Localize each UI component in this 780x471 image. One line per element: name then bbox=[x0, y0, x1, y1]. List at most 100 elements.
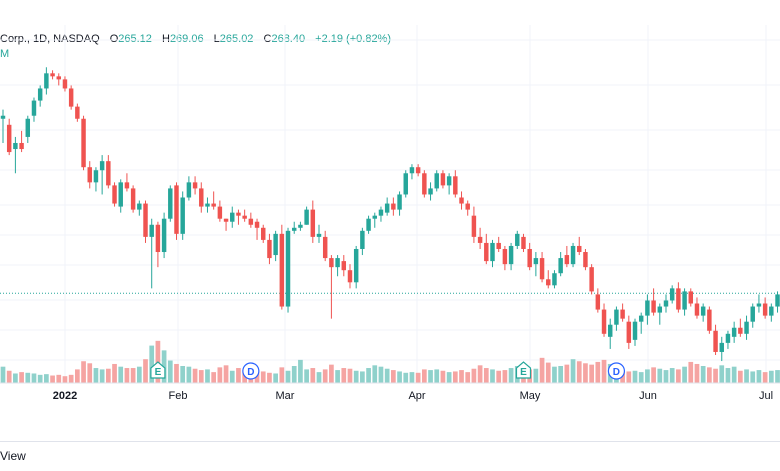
volume-bar bbox=[335, 370, 340, 383]
volume-bar bbox=[632, 370, 638, 383]
volume-bar bbox=[688, 361, 694, 383]
candle bbox=[477, 227, 483, 249]
candle bbox=[391, 197, 396, 216]
volume-bar bbox=[539, 357, 545, 383]
candle bbox=[75, 103, 80, 122]
candle bbox=[700, 303, 706, 322]
low-value: 265.02 bbox=[219, 33, 254, 45]
candle bbox=[56, 73, 61, 86]
price-chart[interactable]: E D D E 2022 Feb Mar Apr May Jun Jul bbox=[0, 25, 780, 441]
volume-bar bbox=[205, 369, 210, 383]
symbol-title[interactable]: Corp., 1D, NASDAQ bbox=[0, 33, 100, 45]
candle bbox=[415, 164, 421, 177]
candle bbox=[403, 170, 408, 198]
volume-bar bbox=[391, 370, 396, 383]
volume-bar bbox=[353, 370, 359, 383]
bottom-view-label[interactable]: View bbox=[0, 449, 26, 463]
volume-bar bbox=[595, 361, 601, 383]
volume-bar bbox=[583, 363, 588, 383]
candle bbox=[62, 76, 68, 92]
volume-bar bbox=[13, 373, 18, 383]
candle bbox=[236, 209, 241, 225]
candle bbox=[725, 330, 731, 349]
close-value: 268.40 bbox=[271, 33, 306, 45]
volume-bar bbox=[558, 366, 564, 383]
volume-bar bbox=[744, 369, 749, 383]
candle bbox=[44, 67, 49, 95]
volume-bar bbox=[564, 364, 570, 383]
candle bbox=[440, 170, 446, 189]
open-value: 265.12 bbox=[118, 33, 152, 45]
volume-bar bbox=[397, 371, 402, 383]
volume-bar bbox=[112, 363, 117, 383]
volume-bar bbox=[669, 368, 675, 383]
volume-bar bbox=[329, 364, 334, 383]
volume-bar bbox=[31, 373, 37, 383]
volume-bar bbox=[192, 368, 198, 383]
volume-bar bbox=[143, 359, 148, 383]
candle bbox=[329, 255, 334, 319]
volume-bar bbox=[477, 365, 483, 383]
volume-bar bbox=[576, 361, 582, 383]
volume-bar bbox=[731, 366, 737, 383]
candle bbox=[527, 242, 532, 271]
candle bbox=[137, 200, 142, 216]
candle bbox=[465, 200, 470, 216]
candle bbox=[335, 255, 340, 277]
volume-bar bbox=[545, 362, 551, 383]
candle bbox=[0, 109, 6, 143]
volume-bar bbox=[198, 370, 204, 383]
candle bbox=[428, 182, 433, 201]
dividend-marker[interactable]: D bbox=[607, 362, 626, 380]
volume-bar bbox=[421, 369, 427, 383]
candle bbox=[31, 97, 37, 122]
candle bbox=[688, 288, 694, 307]
candle bbox=[112, 182, 117, 207]
candle bbox=[552, 270, 557, 289]
candle bbox=[180, 191, 185, 240]
volume-bar bbox=[366, 368, 371, 383]
volume-bar bbox=[267, 372, 272, 383]
candle bbox=[459, 191, 464, 210]
candle bbox=[124, 173, 130, 192]
dividend-marker[interactable]: D bbox=[242, 362, 260, 380]
study-legend[interactable]: M bbox=[0, 48, 10, 60]
candle bbox=[645, 294, 650, 325]
open-label: O bbox=[109, 33, 119, 45]
volume-bar bbox=[440, 370, 446, 383]
candle bbox=[242, 209, 247, 222]
volume-bars bbox=[0, 340, 780, 383]
candle bbox=[68, 85, 74, 110]
candle bbox=[106, 155, 111, 189]
candle bbox=[353, 245, 359, 289]
volume-bar bbox=[223, 365, 229, 383]
x-tick-label: Mar bbox=[276, 390, 295, 402]
volume-bar bbox=[725, 368, 731, 383]
volume-bar bbox=[0, 366, 6, 383]
candle bbox=[762, 297, 768, 319]
volume-bar bbox=[74, 369, 80, 383]
volume-bar bbox=[446, 372, 452, 383]
candle bbox=[298, 221, 303, 231]
candle bbox=[230, 206, 235, 228]
candle bbox=[93, 167, 99, 192]
candle bbox=[564, 245, 570, 268]
candle bbox=[453, 170, 458, 198]
candle bbox=[341, 255, 347, 277]
volume-bar bbox=[663, 370, 669, 383]
volume-bar bbox=[347, 368, 353, 383]
candle bbox=[471, 206, 477, 243]
svg-text:E: E bbox=[155, 367, 162, 378]
volume-bar bbox=[99, 369, 105, 383]
volume-bar bbox=[428, 370, 433, 383]
candle bbox=[6, 118, 12, 156]
volume-bar bbox=[713, 368, 718, 383]
volume-bar bbox=[211, 372, 217, 383]
candle bbox=[601, 303, 607, 337]
candle bbox=[25, 115, 31, 143]
candle bbox=[607, 318, 613, 349]
earnings-marker[interactable]: E bbox=[150, 361, 166, 379]
candle bbox=[546, 270, 551, 289]
volume-bar bbox=[638, 372, 644, 383]
earnings-marker[interactable]: E bbox=[515, 361, 532, 379]
